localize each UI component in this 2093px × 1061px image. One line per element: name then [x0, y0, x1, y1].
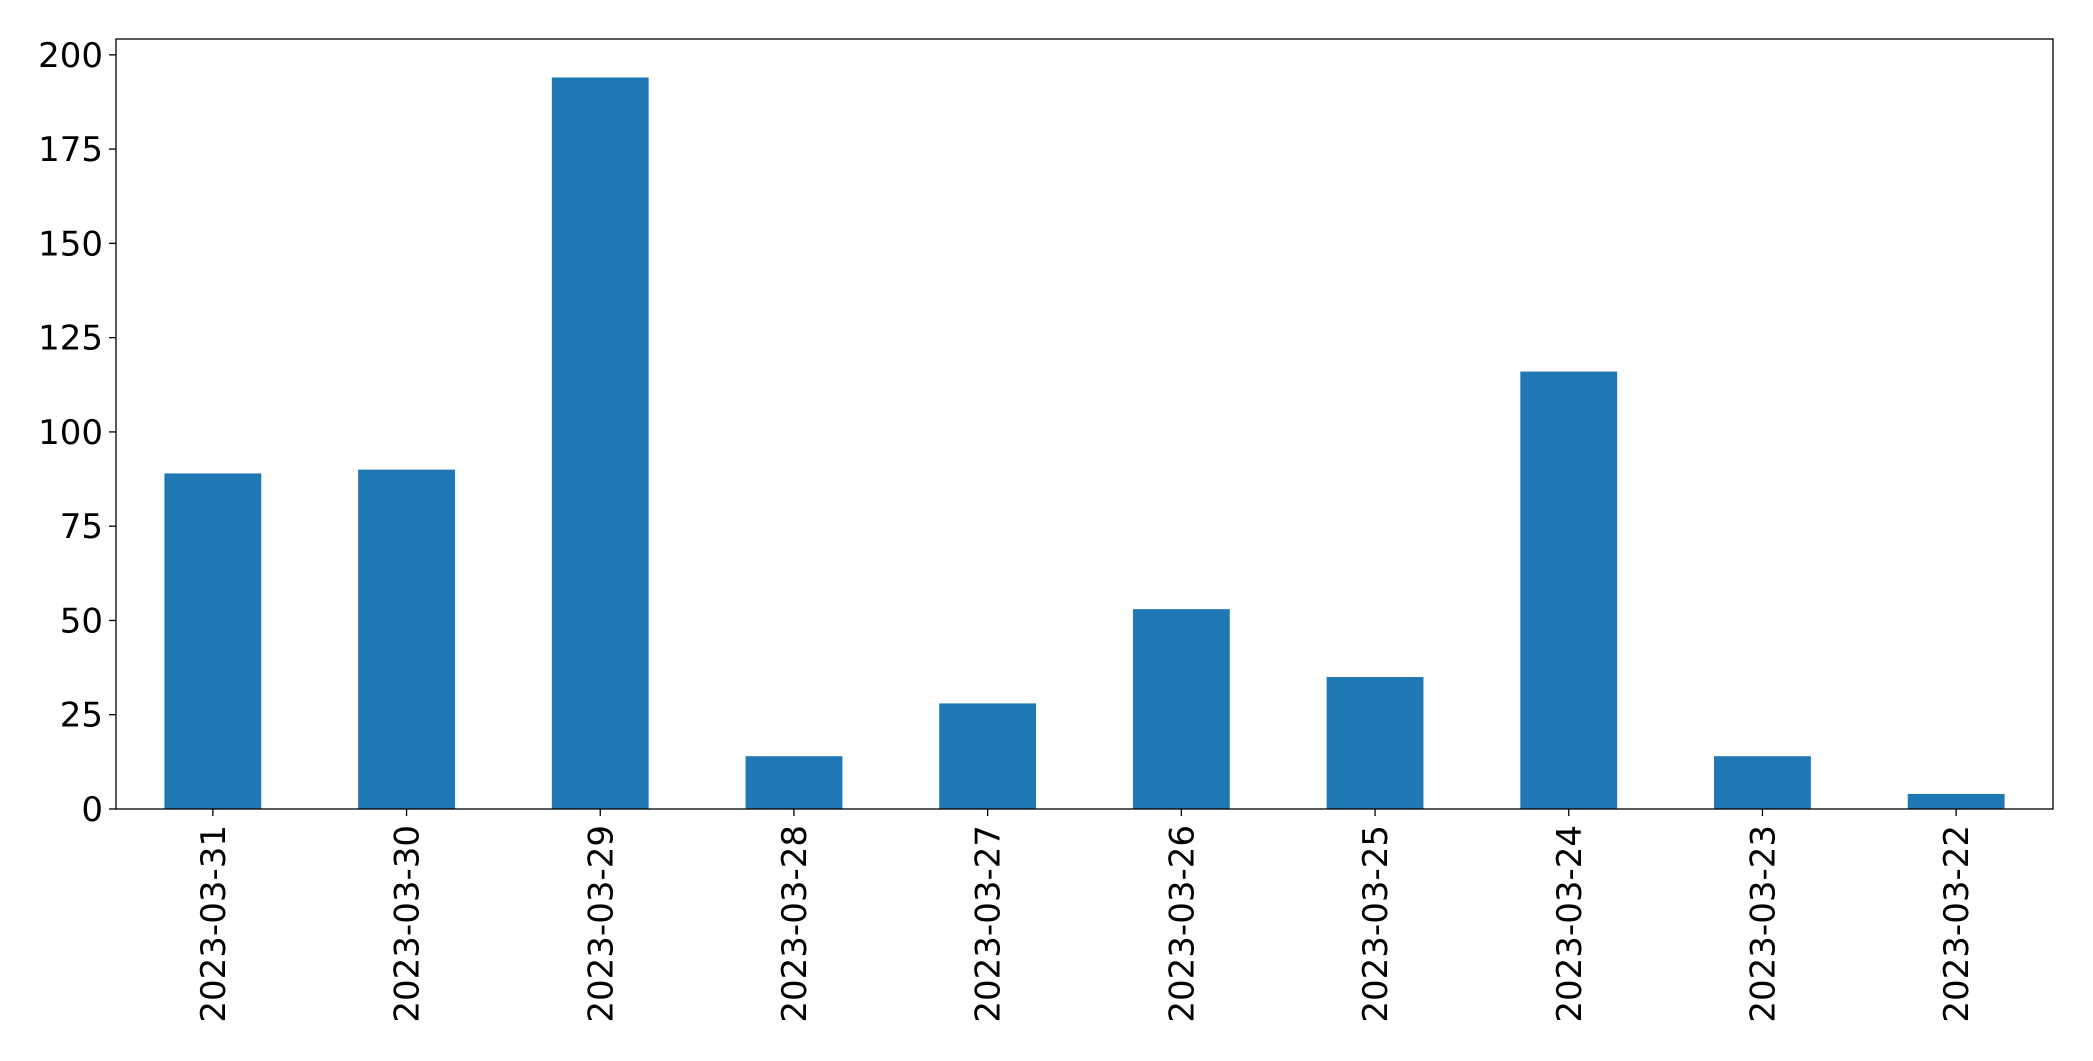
- bar: [1326, 677, 1424, 809]
- x-tick-label: 2023-03-28: [775, 825, 815, 1023]
- y-tick-label: 175: [38, 130, 103, 170]
- bar: [1714, 756, 1811, 809]
- y-tick-label: 100: [38, 413, 103, 453]
- bar: [164, 473, 262, 809]
- bar: [358, 469, 455, 809]
- bar: [1907, 793, 2005, 809]
- y-tick-label: 125: [38, 319, 103, 359]
- x-tick-label: 2023-03-24: [1550, 825, 1590, 1023]
- x-tick-label: 2023-03-25: [1356, 825, 1396, 1023]
- x-tick-label: 2023-03-29: [581, 825, 621, 1023]
- bar: [551, 77, 649, 810]
- x-tick-label: 2023-03-23: [1743, 825, 1783, 1023]
- y-tick-label: 0: [81, 790, 103, 830]
- bar: [1520, 371, 1618, 809]
- x-tick-label: 2023-03-27: [969, 825, 1009, 1023]
- y-tick-label: 50: [60, 601, 103, 641]
- x-tick-label: 2023-03-26: [1162, 825, 1202, 1023]
- y-tick-label: 75: [60, 507, 103, 547]
- y-tick-label: 25: [60, 696, 103, 736]
- x-tick-label: 2023-03-30: [388, 825, 428, 1023]
- x-tick-label: 2023-03-22: [1937, 825, 1977, 1023]
- y-tick-label: 200: [38, 36, 103, 76]
- bar: [745, 756, 843, 809]
- y-tick-label: 150: [38, 224, 103, 264]
- bar: [939, 703, 1037, 809]
- x-tick-label: 2023-03-31: [194, 825, 234, 1023]
- bar: [1132, 609, 1230, 809]
- plot-frame: [115, 38, 2054, 810]
